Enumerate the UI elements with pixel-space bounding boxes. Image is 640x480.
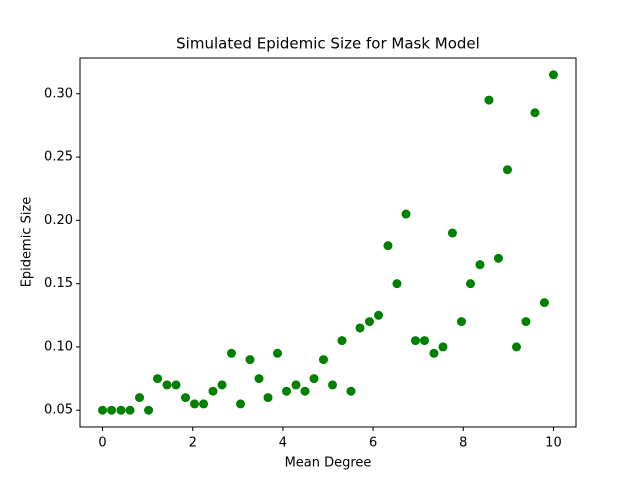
scatter-point [291,380,301,390]
scatter-point [162,380,172,390]
scatter-point [447,228,457,238]
scatter-point [318,355,328,365]
scatter-point [456,317,466,327]
scatter-point [125,405,135,415]
scatter-point [548,70,558,80]
y-tick-label: 0.10 [44,339,73,354]
scatter-point [401,209,411,219]
scatter-point [227,348,237,358]
scatter-point [245,355,255,365]
scatter-point [530,108,540,118]
y-tick-label: 0.05 [44,403,73,418]
scatter-point [364,317,374,327]
scatter-point [107,405,117,415]
y-tick-label: 0.30 [44,86,73,101]
x-tick-label: 6 [369,436,377,451]
scatter-point [539,298,549,308]
scatter-point [337,336,347,346]
scatter-point [521,317,531,327]
y-tick-label: 0.25 [44,150,73,165]
y-axis-label: Epidemic Size [20,197,35,288]
scatter-point [135,393,145,403]
scatter-point [217,380,227,390]
plot-frame [79,57,577,428]
scatter-point [493,253,503,263]
scatter-point [272,348,282,358]
chart-title: Simulated Epidemic Size for Mask Model [176,35,480,53]
x-axis-label: Mean Degree [285,456,372,471]
y-tick-label: 0.20 [44,213,73,228]
scatter-point [346,386,356,396]
scatter-point [438,342,448,352]
scatter-point [502,165,512,175]
scatter-point [254,374,264,384]
scatter-point [355,323,365,333]
scatter-point [98,405,108,415]
scatter-point [181,393,191,403]
scatter-point [419,336,429,346]
scatter-point [236,399,246,409]
scatter-point [199,399,209,409]
x-tick-label: 10 [545,436,562,451]
scatter-point [410,336,420,346]
scatter-point [511,342,521,352]
scatter-point [429,348,439,358]
scatter-point [465,279,475,289]
scatter-point [144,405,154,415]
x-tick-label: 0 [98,436,106,451]
scatter-point [374,310,384,320]
scatter-point [392,279,402,289]
scatter-point [263,393,273,403]
scatter-point [282,386,292,396]
x-tick-label: 8 [459,436,467,451]
scatter-point [300,386,310,396]
x-tick-label: 2 [189,436,197,451]
scatter-point [153,374,163,384]
y-tick-label: 0.15 [44,276,73,291]
x-tick-label: 4 [279,436,287,451]
scatter-point [484,95,494,105]
scatter-point [383,241,393,251]
scatter-point [208,386,218,396]
scatter-point [309,374,319,384]
scatter-point [171,380,181,390]
scatter-point [328,380,338,390]
scatter-point [475,260,485,270]
scatter-point [190,399,200,409]
scatter-point [116,405,126,415]
